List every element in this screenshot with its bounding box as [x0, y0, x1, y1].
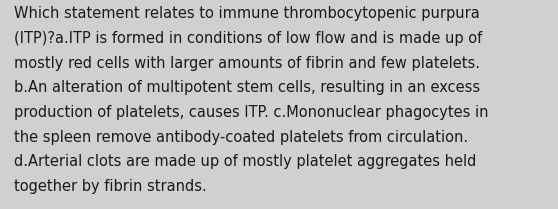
Text: d.Arterial clots are made up of mostly platelet aggregates held: d.Arterial clots are made up of mostly p…	[14, 154, 477, 169]
Text: Which statement relates to immune thrombocytopenic purpura: Which statement relates to immune thromb…	[14, 6, 480, 21]
Text: b.An alteration of multipotent stem cells, resulting in an excess: b.An alteration of multipotent stem cell…	[14, 80, 480, 95]
Text: the spleen remove antibody-coated platelets from circulation.: the spleen remove antibody-coated platel…	[14, 130, 468, 145]
Text: (ITP)?a.ITP is formed in conditions of low flow and is made up of: (ITP)?a.ITP is formed in conditions of l…	[14, 31, 482, 46]
Text: together by fibrin strands.: together by fibrin strands.	[14, 179, 206, 194]
Text: mostly red cells with larger amounts of fibrin and few platelets.: mostly red cells with larger amounts of …	[14, 56, 480, 71]
Text: production of platelets, causes ITP. c.Mononuclear phagocytes in: production of platelets, causes ITP. c.M…	[14, 105, 488, 120]
